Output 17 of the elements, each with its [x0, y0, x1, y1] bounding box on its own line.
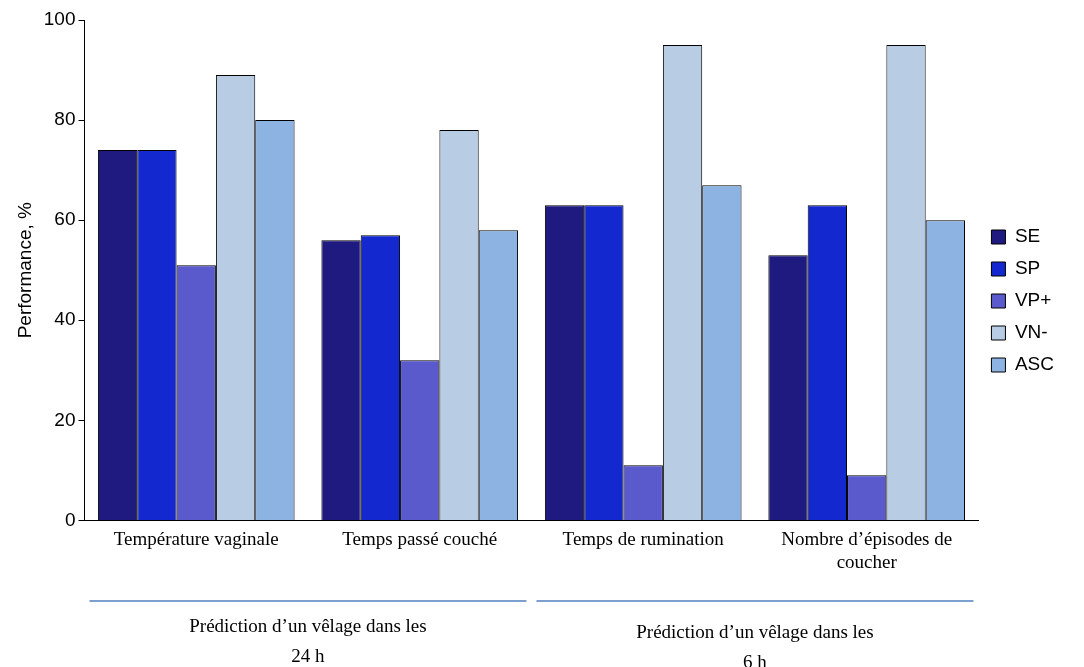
y-tick-label: 80 [54, 108, 76, 130]
legend-label: VN- [1014, 321, 1048, 343]
legend-label: VP+ [1014, 289, 1052, 311]
y-tick-label: 20 [54, 408, 76, 430]
x-tick-label: Temps passé couché [342, 527, 498, 549]
legend-label: SE [1014, 225, 1041, 247]
x-tick-label: Température vaginale [113, 527, 279, 549]
y-tick-label: 60 [54, 208, 76, 230]
y-axis-title: Performance, % [13, 201, 35, 339]
x-tick-label: Nombre d’épisodes de coucher [781, 527, 953, 572]
y-tick-label: 0 [64, 508, 76, 530]
legend-label: ASC [1014, 353, 1055, 375]
x-tick-label: Temps de rumination [562, 527, 725, 549]
legend-label: SP [1014, 257, 1041, 279]
text: Prédiction d’un vêlage dans les 24 h [189, 614, 427, 666]
y-tick-label: 100 [43, 8, 76, 30]
y-tick-label: 40 [54, 308, 76, 330]
